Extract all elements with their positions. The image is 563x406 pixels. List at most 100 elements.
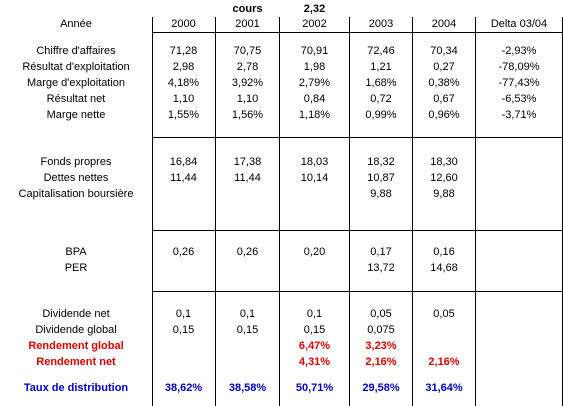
table-cell: 9,88 xyxy=(433,188,455,200)
table-cell: 9,88 xyxy=(370,188,392,200)
table-cell xyxy=(413,339,475,353)
table-cell xyxy=(476,307,562,321)
table-cell: 0,16 xyxy=(433,246,455,258)
table-cell xyxy=(152,339,215,353)
row-label: Dividende global xyxy=(35,324,117,336)
table-cell xyxy=(476,187,562,201)
section-border xyxy=(152,291,563,292)
table-cell xyxy=(413,323,475,337)
table-cell: 70,91 xyxy=(300,45,329,57)
table-cell: 6,47% xyxy=(298,340,331,352)
table-cell: 0,67 xyxy=(433,93,455,105)
column-border xyxy=(215,17,216,406)
table-cell: 2,78 xyxy=(236,61,259,73)
table-cell: 0,1 xyxy=(239,308,256,320)
table-cell xyxy=(216,355,279,369)
table-cell: 0,15 xyxy=(236,324,259,336)
table-cell: 0,05 xyxy=(433,308,455,320)
table-cell: -3,71% xyxy=(501,109,537,121)
table-cell: 11,44 xyxy=(234,172,261,184)
table-cell: 16,84 xyxy=(169,156,198,168)
table-cell: 0,20 xyxy=(303,246,326,258)
cours-label: cours xyxy=(232,3,263,15)
footer-cell: 38,58% xyxy=(228,382,267,394)
footer-cell: 29,58% xyxy=(362,382,400,394)
table-cell xyxy=(152,355,215,369)
footer-label: Taux de distribution xyxy=(23,382,129,394)
table-cell xyxy=(280,261,349,275)
row-label: Résultat net xyxy=(46,93,106,105)
table-cell: 2,16% xyxy=(365,356,397,368)
column-border xyxy=(475,17,476,406)
header-year: 2000 xyxy=(171,18,196,30)
table-cell: -78,09% xyxy=(498,61,540,73)
table-cell xyxy=(216,187,279,201)
section-border xyxy=(152,32,563,33)
column-border xyxy=(412,17,413,406)
row-label: Dividende net xyxy=(42,308,110,320)
table-cell: 0,38% xyxy=(428,77,460,89)
table-cell: 0,26 xyxy=(236,246,259,258)
table-cell: 0,075 xyxy=(367,324,395,336)
footer-cell: 38,62% xyxy=(164,382,203,394)
column-border xyxy=(349,17,350,406)
table-cell: 0,84 xyxy=(303,93,326,105)
table-cell xyxy=(280,187,349,201)
row-label: BPA xyxy=(65,246,87,258)
table-cell: 4,18% xyxy=(167,77,200,89)
table-cell: 1,10 xyxy=(236,93,259,105)
table-cell: 3,23% xyxy=(365,340,397,352)
table-cell: 18,03 xyxy=(300,156,329,168)
header-year: 2004 xyxy=(431,18,457,30)
table-cell xyxy=(216,261,279,275)
table-cell: 4,31% xyxy=(298,356,331,368)
table-cell: 0,99% xyxy=(365,109,397,121)
row-label: Rendement global xyxy=(28,340,124,352)
footer-cell: 50,71% xyxy=(295,382,334,394)
table-cell: 3,92% xyxy=(231,77,264,89)
table-cell xyxy=(476,261,562,275)
table-cell xyxy=(216,339,279,353)
table-cell: 13,72 xyxy=(367,262,395,274)
table-cell: 2,79% xyxy=(298,77,331,89)
table-cell: 1,21 xyxy=(370,61,392,73)
table-cell xyxy=(476,245,562,259)
header-year: 2002 xyxy=(302,18,327,30)
table-cell: 0,27 xyxy=(433,61,455,73)
row-label: Marge d'exploitation xyxy=(26,77,126,89)
table-cell: 71,28 xyxy=(169,45,198,57)
table-cell: 0,26 xyxy=(172,246,195,258)
row-label: Chiffre d'affaires xyxy=(36,45,116,57)
table-cell: 70,34 xyxy=(430,45,458,57)
table-cell: 0,96% xyxy=(428,109,460,121)
row-label: Rendement net xyxy=(36,356,116,368)
row-label: Capitalisation boursière xyxy=(18,188,134,200)
table-cell: 1,55% xyxy=(167,109,200,121)
table-cell: 1,68% xyxy=(365,77,397,89)
row-label: PER xyxy=(64,262,88,274)
table-cell: 0,72 xyxy=(370,93,392,105)
table-cell xyxy=(476,339,562,353)
table-cell: -6,53% xyxy=(501,93,537,105)
table-cell: 14,68 xyxy=(430,262,458,274)
table-cell: 17,38 xyxy=(233,156,262,168)
table-cell: -2,93% xyxy=(501,45,537,57)
table-cell: 18,32 xyxy=(367,156,395,168)
table-cell xyxy=(476,171,562,185)
row-label: Dettes nettes xyxy=(43,172,109,184)
table-cell: 2,98 xyxy=(172,61,195,73)
header-year: 2003 xyxy=(368,18,394,30)
table-cell: 1,18% xyxy=(298,109,331,121)
section-border xyxy=(152,230,563,231)
table-cell: 12,60 xyxy=(430,172,458,184)
table-cell: 70,75 xyxy=(233,45,262,57)
header-delta: Delta 03/04 xyxy=(490,18,548,30)
footer-cell xyxy=(476,381,562,395)
row-label: Fonds propres xyxy=(40,156,112,168)
table-cell: 10,14 xyxy=(300,172,329,184)
table-cell: -77,43% xyxy=(498,77,540,89)
table-cell: 2,16% xyxy=(428,356,460,368)
cours-value: 2,32 xyxy=(303,3,326,15)
table-cell: 0,1 xyxy=(175,308,192,320)
table-cell: 0,1 xyxy=(306,308,323,320)
